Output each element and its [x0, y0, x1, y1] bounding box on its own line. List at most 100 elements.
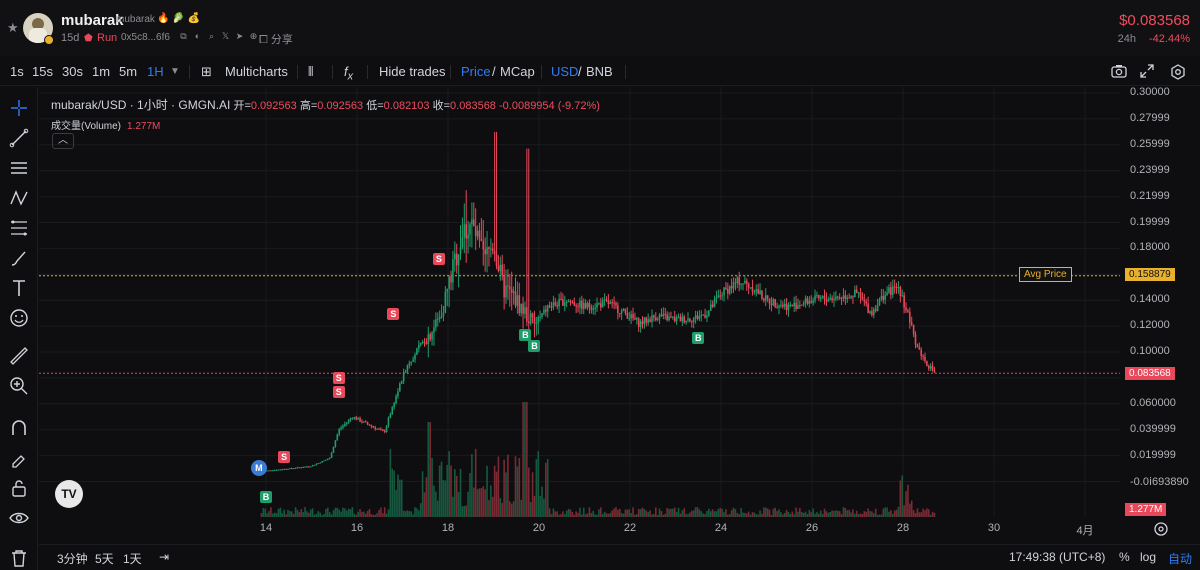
- log-toggle[interactable]: log: [1140, 550, 1157, 564]
- interval-1h[interactable]: 1H: [147, 64, 164, 79]
- buy-marker[interactable]: B: [519, 329, 532, 342]
- website-icon[interactable]: ◐: [194, 31, 201, 41]
- candle-body: [510, 289, 513, 293]
- candle-body: [527, 321, 530, 324]
- candle-type-icon[interactable]: ⫴: [308, 64, 314, 79]
- brush-icon[interactable]: [8, 247, 30, 269]
- candle-body: [730, 286, 733, 289]
- interval-dropdown-icon[interactable]: ▼: [170, 66, 180, 77]
- candle-body: [292, 468, 295, 470]
- zoom-in-icon[interactable]: [8, 375, 30, 397]
- price-axis[interactable]: 0.30000 0.27999 0.25999 0.23999 0.21999 0.199…: [1120, 86, 1200, 517]
- volume-bar: [296, 509, 299, 517]
- percent-toggle[interactable]: %: [1119, 550, 1130, 564]
- range-5d[interactable]: 5天: [95, 552, 114, 566]
- candle-body: [910, 322, 913, 325]
- copy-icon[interactable]: ⧉: [180, 31, 187, 41]
- collapse-legend-button[interactable]: ︿: [52, 133, 74, 149]
- share-button[interactable]: ⧠ 分享: [259, 34, 293, 46]
- pattern-icon[interactable]: [8, 187, 30, 209]
- volume-bar: [698, 509, 701, 517]
- sell-marker[interactable]: S: [278, 450, 291, 463]
- candle-body: [658, 314, 661, 319]
- legend-close: 0.083568: [450, 100, 496, 112]
- screenshot-camera-icon[interactable]: [1111, 64, 1127, 81]
- range-3min[interactable]: 3分钟: [57, 552, 88, 566]
- ruler-icon[interactable]: [8, 345, 30, 367]
- lock-icon[interactable]: [8, 477, 30, 499]
- trash-icon[interactable]: [8, 547, 30, 569]
- x-twitter-icon[interactable]: 𝕏: [221, 31, 230, 41]
- price-chart[interactable]: [39, 87, 1200, 570]
- buy-marker[interactable]: B: [260, 491, 272, 504]
- sell-marker[interactable]: S: [332, 371, 345, 384]
- tradingview-logo[interactable]: TV: [55, 480, 83, 508]
- buy-marker[interactable]: B: [528, 339, 541, 352]
- magnet-icon[interactable]: [8, 417, 30, 439]
- candle-body: [383, 430, 386, 433]
- x-tick-label: 28: [896, 522, 910, 534]
- fib-retracement-icon[interactable]: [8, 217, 30, 239]
- visibility-eye-icon[interactable]: [8, 507, 30, 529]
- candle-body: [622, 308, 625, 310]
- mcap-toggle[interactable]: MCap: [500, 64, 535, 79]
- interval-1s[interactable]: 1s: [10, 64, 24, 79]
- volume-bar: [389, 448, 392, 517]
- volume-bar: [353, 513, 356, 517]
- favorite-star-icon[interactable]: ★: [7, 20, 19, 35]
- multicharts-button[interactable]: Multicharts: [225, 64, 288, 79]
- candle-body: [835, 296, 837, 300]
- multicharts-icon[interactable]: ⊞: [201, 64, 212, 79]
- volume-bar: [922, 508, 924, 517]
- sell-marker[interactable]: S: [432, 252, 445, 265]
- candle-body: [651, 315, 653, 323]
- price-toggle[interactable]: Price: [461, 64, 491, 79]
- candle-body: [874, 309, 877, 311]
- candle-body: [854, 289, 856, 298]
- candle-body: [330, 452, 333, 458]
- candle-body: [751, 287, 754, 292]
- contract-address[interactable]: 0x5c8...6f6: [121, 32, 170, 43]
- sell-marker[interactable]: S: [387, 308, 400, 321]
- bnb-toggle[interactable]: BNB: [586, 64, 613, 79]
- emoji-icon[interactable]: [8, 307, 30, 329]
- crosshair-icon[interactable]: [8, 97, 30, 119]
- candle-body: [565, 301, 568, 303]
- volume-bar: [749, 514, 752, 517]
- auto-toggle[interactable]: 自动: [1168, 552, 1193, 566]
- candle-body: [600, 303, 602, 308]
- candle-body: [306, 466, 308, 468]
- telegram-icon[interactable]: ➤: [235, 31, 244, 41]
- volume-bar: [342, 507, 344, 517]
- interval-15s[interactable]: 15s: [32, 64, 53, 79]
- clock-time[interactable]: 17:49:38 (UTC+8): [1009, 550, 1106, 564]
- sell-marker[interactable]: S: [332, 386, 345, 399]
- candle-body: [332, 446, 335, 453]
- candle-body: [581, 300, 583, 310]
- interval-5m[interactable]: 5m: [119, 64, 138, 79]
- fullscreen-icon[interactable]: [1140, 64, 1154, 81]
- trendline-icon[interactable]: [8, 127, 30, 149]
- globe-icon[interactable]: ⊕: [249, 31, 258, 41]
- candle-body: [575, 305, 577, 307]
- volume-bar: [509, 501, 511, 517]
- indicators-icon[interactable]: fx: [344, 64, 354, 83]
- migration-marker[interactable]: M: [250, 459, 267, 476]
- date-range-icon[interactable]: ⇥: [159, 550, 170, 564]
- hide-trades-button[interactable]: Hide trades: [379, 64, 446, 79]
- axis-settings-icon[interactable]: [1153, 521, 1169, 537]
- buy-marker[interactable]: B: [692, 331, 705, 344]
- search-icon[interactable]: ⌕: [208, 31, 215, 41]
- horizontal-lines-icon[interactable]: [8, 157, 30, 179]
- candle-body: [412, 359, 414, 362]
- chart-settings-icon[interactable]: [1170, 64, 1186, 83]
- volume-bar: [692, 510, 695, 517]
- usd-toggle[interactable]: USD: [551, 64, 579, 79]
- interval-30s[interactable]: 30s: [62, 64, 83, 79]
- volume-bar: [630, 512, 632, 517]
- range-1d[interactable]: 1天: [123, 552, 142, 566]
- interval-1m[interactable]: 1m: [92, 64, 111, 79]
- lock-drawing-icon[interactable]: [8, 447, 30, 469]
- volume-bar: [689, 512, 691, 517]
- text-tool-icon[interactable]: [8, 277, 30, 299]
